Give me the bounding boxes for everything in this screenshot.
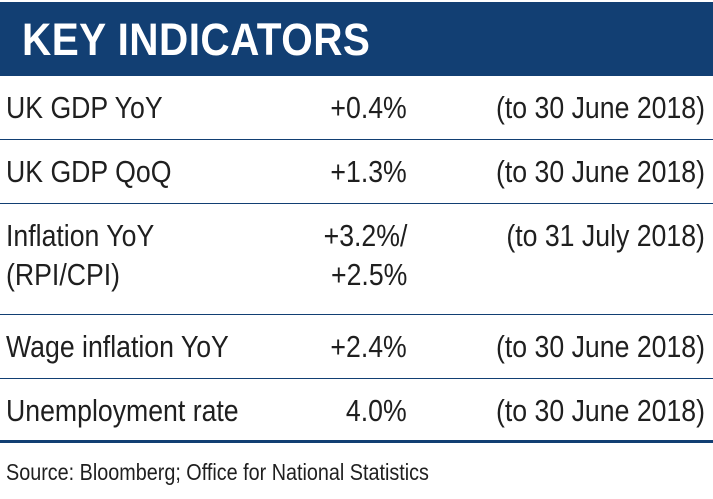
indicator-value: +2.4% — [330, 329, 407, 364]
indicator-row-wage-inflation-yoy: Wage inflation YoY +2.4% (to 30 June 201… — [0, 315, 713, 379]
indicator-value: 4.0% — [346, 393, 407, 428]
indicator-period: (to 30 June 2018) — [496, 329, 705, 364]
indicator-label-line: (RPI/CPI) — [6, 257, 121, 292]
indicator-label: Unemployment rate — [6, 393, 239, 428]
indicator-label: Inflation YoY (RPI/CPI) — [6, 216, 154, 294]
indicator-row-uk-gdp-yoy: UK GDP YoY +0.4% (to 30 June 2018) — [0, 76, 713, 140]
indicator-value-line: +3.2%/ — [323, 218, 407, 253]
indicator-period: (to 30 June 2018) — [496, 393, 705, 428]
title-bar: KEY INDICATORS — [0, 2, 713, 76]
indicator-row-unemployment-rate: Unemployment rate 4.0% (to 30 June 2018) — [0, 379, 713, 443]
indicator-label: Wage inflation YoY — [6, 329, 229, 364]
indicator-value: +0.4% — [330, 90, 407, 125]
panel-title: KEY INDICATORS — [22, 13, 371, 65]
indicators-table: UK GDP YoY +0.4% (to 30 June 2018) UK GD… — [0, 76, 713, 443]
indicator-label-line: Inflation YoY — [6, 218, 155, 253]
indicator-label: UK GDP QoQ — [6, 154, 172, 189]
indicator-period: (to 30 June 2018) — [496, 154, 705, 189]
indicator-row-inflation-yoy: Inflation YoY (RPI/CPI) +3.2%/ +2.5% (to… — [0, 204, 713, 315]
indicator-row-uk-gdp-qoq: UK GDP QoQ +1.3% (to 30 June 2018) — [0, 140, 713, 204]
source-note: Source: Bloomberg; Office for National S… — [6, 459, 429, 485]
indicator-value: +3.2%/ +2.5% — [323, 216, 407, 294]
indicator-value-line: +2.5% — [330, 257, 407, 292]
indicator-value: +1.3% — [330, 154, 407, 189]
indicator-period: (to 31 July 2018) — [506, 218, 705, 253]
indicator-period: (to 30 June 2018) — [496, 90, 705, 125]
indicator-label: UK GDP YoY — [6, 90, 163, 125]
